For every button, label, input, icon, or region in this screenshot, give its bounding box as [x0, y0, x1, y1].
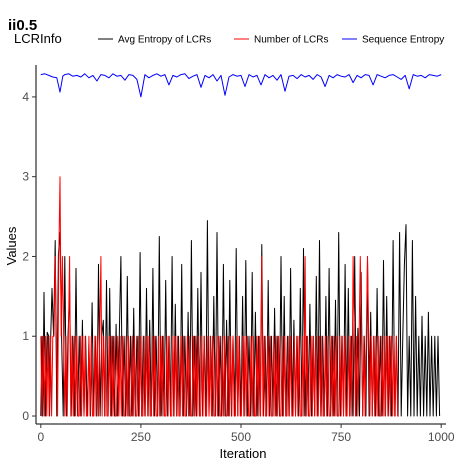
series-layer [40, 73, 442, 417]
y-tick-label: 1 [22, 329, 29, 343]
chart-title: ii0.5 [8, 17, 37, 34]
x-axis-title: Iteration [220, 446, 267, 461]
x-tick-label: 500 [231, 430, 251, 444]
legend-title: LCRInfo [14, 31, 62, 46]
legend-label: Avg Entropy of LCRs [118, 35, 211, 46]
legend-label: Sequence Entropy [362, 35, 444, 46]
y-axis-title: Values [4, 226, 19, 265]
x-tick-label: 0 [37, 430, 44, 444]
y-tick-label: 3 [22, 170, 29, 184]
x-ticks: 0 250 500 750 1000 [37, 424, 455, 444]
series-line-number-of-lcrs [40, 176, 399, 417]
y-ticks: 0 1 2 3 4 [22, 90, 36, 423]
x-tick-label: 250 [131, 430, 151, 444]
plot-area: 0 1 2 3 4 0 250 500 750 1000 [22, 65, 455, 444]
legend: LCRInfo Avg Entropy of LCRs Number of LCR… [14, 31, 444, 46]
y-tick-label: 4 [22, 90, 29, 104]
y-tick-label: 2 [22, 249, 29, 263]
y-tick-label: 0 [22, 409, 29, 423]
x-tick-label: 1000 [428, 430, 455, 444]
legend-label: Number of LCRs [254, 35, 328, 46]
x-tick-label: 750 [331, 430, 351, 444]
series-line-sequence-entropy [40, 73, 442, 98]
